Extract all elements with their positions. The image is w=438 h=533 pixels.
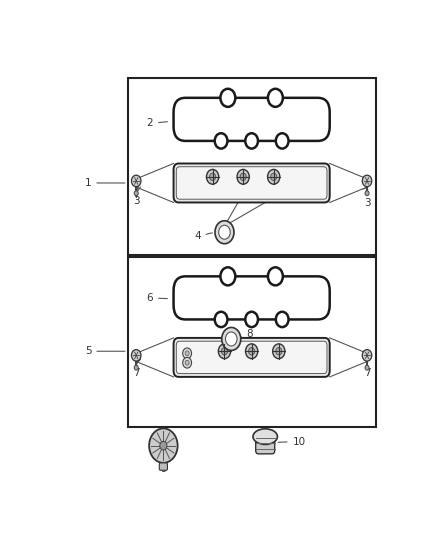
Circle shape — [226, 332, 237, 346]
Circle shape — [183, 348, 191, 359]
Bar — [128, 78, 375, 255]
Circle shape — [134, 191, 138, 196]
Circle shape — [215, 221, 234, 244]
Text: 3: 3 — [133, 197, 140, 206]
Circle shape — [246, 344, 258, 359]
Circle shape — [268, 169, 280, 184]
Circle shape — [268, 268, 283, 285]
Circle shape — [276, 348, 282, 355]
Circle shape — [209, 173, 215, 181]
Circle shape — [220, 89, 235, 107]
Circle shape — [268, 89, 283, 107]
Circle shape — [131, 350, 141, 361]
Circle shape — [185, 351, 189, 356]
Text: 4: 4 — [194, 231, 212, 241]
Circle shape — [160, 441, 167, 450]
Circle shape — [362, 175, 372, 187]
Circle shape — [222, 327, 241, 350]
Circle shape — [131, 175, 141, 187]
Text: 3: 3 — [364, 198, 371, 208]
Circle shape — [215, 312, 227, 327]
Text: 7: 7 — [364, 368, 371, 377]
Circle shape — [245, 312, 258, 327]
Text: 6: 6 — [146, 293, 167, 303]
Circle shape — [365, 365, 369, 370]
Text: 5: 5 — [85, 346, 125, 356]
Text: 9: 9 — [160, 464, 167, 474]
FancyBboxPatch shape — [173, 276, 330, 319]
Circle shape — [185, 360, 189, 365]
Circle shape — [215, 133, 227, 149]
FancyBboxPatch shape — [159, 463, 167, 470]
Circle shape — [365, 191, 369, 196]
FancyBboxPatch shape — [173, 338, 330, 377]
Circle shape — [134, 365, 138, 370]
Circle shape — [219, 225, 230, 239]
Circle shape — [245, 133, 258, 149]
Text: 2: 2 — [146, 118, 167, 128]
Circle shape — [149, 429, 178, 463]
Circle shape — [240, 173, 246, 181]
Circle shape — [362, 350, 372, 361]
FancyBboxPatch shape — [173, 98, 330, 141]
Circle shape — [249, 348, 254, 355]
FancyBboxPatch shape — [173, 164, 330, 203]
Circle shape — [219, 344, 230, 359]
Text: 8: 8 — [239, 329, 253, 339]
Text: 7: 7 — [133, 368, 140, 377]
Circle shape — [183, 358, 191, 368]
Circle shape — [276, 312, 289, 327]
Ellipse shape — [253, 429, 277, 445]
Circle shape — [271, 173, 277, 181]
FancyBboxPatch shape — [176, 167, 327, 199]
Circle shape — [276, 133, 289, 149]
FancyBboxPatch shape — [176, 341, 327, 374]
Bar — [128, 257, 375, 427]
Circle shape — [206, 169, 219, 184]
Circle shape — [237, 169, 249, 184]
Text: 1: 1 — [85, 178, 125, 188]
FancyBboxPatch shape — [256, 435, 275, 454]
Circle shape — [273, 344, 285, 359]
Text: 10: 10 — [278, 437, 306, 447]
Circle shape — [220, 268, 235, 285]
Circle shape — [222, 348, 227, 355]
